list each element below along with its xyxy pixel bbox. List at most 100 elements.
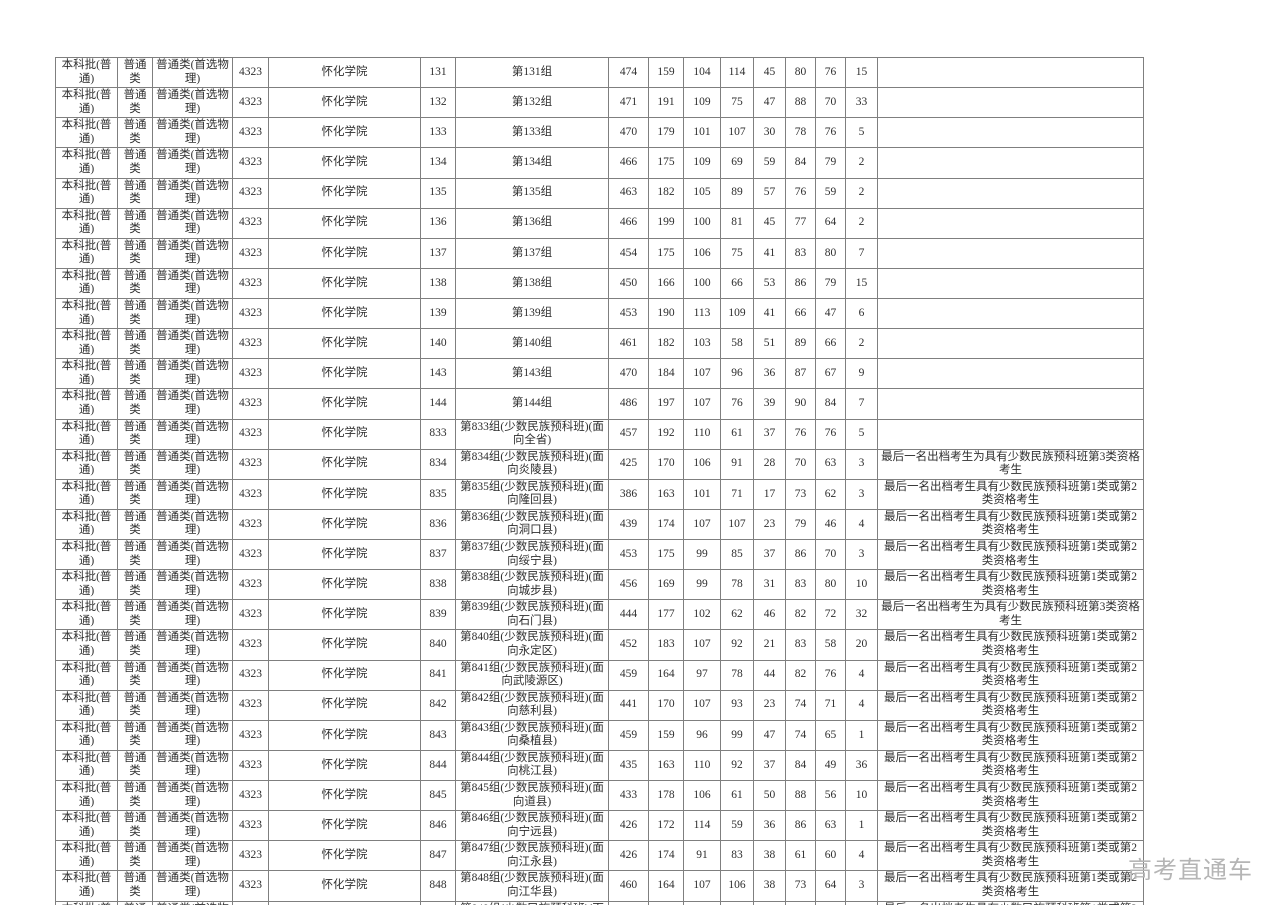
cell-note bbox=[877, 147, 1144, 179]
cell-college-name: 怀化学院 bbox=[268, 508, 421, 541]
cell-value-2: 184 bbox=[648, 358, 684, 390]
cell-subcategory: 普通类(首选物理) bbox=[152, 56, 233, 89]
table-row: 本科批(普通) 普通类 普通类(首选物理) 4323 怀化学院 138 第138组 450 16… bbox=[55, 267, 1144, 300]
cell-value-2: 190 bbox=[648, 297, 684, 330]
cell-note: 最后一名出档考生具有少数民族预科班第1类或第2类资格考生 bbox=[877, 569, 1144, 601]
cell-note bbox=[877, 87, 1144, 119]
cell-value-5: 28 bbox=[753, 448, 786, 480]
cell-value-8: 4 bbox=[845, 659, 878, 691]
cell-value-4: 78 bbox=[720, 569, 754, 601]
cell-value-8: 15 bbox=[845, 267, 878, 300]
cell-batch: 本科批(普通) bbox=[55, 538, 118, 571]
cell-value-4: 76 bbox=[720, 388, 754, 420]
cell-value-8: 3 bbox=[845, 478, 878, 510]
cell-category: 普通类 bbox=[117, 448, 153, 480]
cell-value-8: 3 bbox=[845, 448, 878, 480]
cell-college-name: 怀化学院 bbox=[268, 358, 421, 390]
cell-value-3: 107 bbox=[683, 508, 721, 541]
cell-subcategory: 普通类(首选物理) bbox=[152, 870, 233, 902]
cell-value-5: 44 bbox=[753, 659, 786, 691]
cell-group-name: 第144组 bbox=[455, 388, 609, 420]
cell-college-name: 怀化学院 bbox=[268, 900, 421, 905]
cell-subcategory: 普通类(首选物理) bbox=[152, 418, 233, 450]
cell-value-7: 63 bbox=[815, 810, 846, 842]
table-row: 本科批(普通) 普通类 普通类(首选物理) 4323 怀化学院 135 第135组 463 18… bbox=[55, 177, 1144, 209]
cell-batch: 本科批(普通) bbox=[55, 840, 118, 872]
table-row: 本科批(普通) 普通类 普通类(首选物理) 4323 怀化学院 136 第136组 466 19… bbox=[55, 207, 1144, 239]
cell-note: 最后一名出档考生具有少数民族预科班第1类或第2类资格考生 bbox=[877, 719, 1144, 751]
cell-category: 普通类 bbox=[117, 388, 153, 420]
table-row: 本科批(普通)普通类普通类(首选物理)4323怀化学院849第849组(少数民族… bbox=[55, 900, 1144, 905]
cell-value-7: 56 bbox=[815, 779, 846, 812]
cell-value-6: 83 bbox=[785, 237, 816, 269]
cell-value-1: 426 bbox=[608, 840, 649, 872]
cell-value-7: 66 bbox=[815, 328, 846, 360]
cell-college-name: 怀化学院 bbox=[268, 418, 421, 450]
cell-batch: 本科批(普通) bbox=[55, 117, 118, 149]
cell-value-3: 106 bbox=[683, 779, 721, 812]
cell-subcategory: 普通类(首选物理) bbox=[152, 358, 233, 390]
cell-college-code: 4323 bbox=[232, 719, 269, 751]
cell-value-6: 74 bbox=[785, 689, 816, 721]
cell-value-8: 3 bbox=[845, 870, 878, 902]
cell-batch: 本科批(普通) bbox=[55, 779, 118, 812]
cell-subcategory: 普通类(首选物理) bbox=[152, 448, 233, 480]
cell-value-7: 79 bbox=[815, 267, 846, 300]
cell-value-7: 65 bbox=[815, 719, 846, 751]
cell-college-code: 4323 bbox=[232, 117, 269, 149]
cell-value-1: 474 bbox=[608, 56, 649, 89]
cell-value-4: 59 bbox=[720, 810, 754, 842]
cell-college-name: 怀化学院 bbox=[268, 388, 421, 420]
cell-category: 普通类 bbox=[117, 870, 153, 902]
cell-group-name: 第138组 bbox=[455, 267, 609, 300]
cell-value-3: 102 bbox=[683, 599, 721, 631]
cell-college-code: 4323 bbox=[232, 207, 269, 239]
cell-value-7: 80 bbox=[815, 569, 846, 601]
cell-batch: 本科批(普通) bbox=[55, 418, 118, 450]
cell-value-4: 83 bbox=[720, 840, 754, 872]
cell-value-6: 66 bbox=[785, 297, 816, 330]
table-row: 本科批(普通) 普通类 普通类(首选物理) 4323 怀化学院 838 第838组(少数民族… bbox=[55, 569, 1144, 601]
cell-value-2: 174 bbox=[648, 840, 684, 872]
cell-batch: 本科批(普通) bbox=[55, 689, 118, 721]
cell-college-name: 怀化学院 bbox=[268, 147, 421, 179]
cell-college-code: 4323 bbox=[232, 569, 269, 601]
cell-batch: 本科批(普通) bbox=[55, 177, 118, 209]
cell-college-code: 4323 bbox=[232, 749, 269, 782]
cell-subcategory: 普通类(首选物理) bbox=[152, 207, 233, 239]
cell-value-4: 62 bbox=[720, 599, 754, 631]
cell-subcategory: 普通类(首选物理) bbox=[152, 569, 233, 601]
cell-group-no: 845 bbox=[420, 779, 456, 812]
cell-category: 普通类 bbox=[117, 177, 153, 209]
cell-college-code: 4323 bbox=[232, 418, 269, 450]
cell-value-5: 36 bbox=[753, 810, 786, 842]
cell-value-6: 73 bbox=[785, 478, 816, 510]
cell-value-4: 114 bbox=[720, 56, 754, 89]
cell-value-8: 4 bbox=[845, 689, 878, 721]
cell-value-6: 83 bbox=[785, 569, 816, 601]
table-row: 本科批(普通) 普通类 普通类(首选物理) 4323 怀化学院 847 第847组(少数民族… bbox=[55, 840, 1144, 872]
cell-category: 普通类 bbox=[117, 358, 153, 390]
cell-value-3: 91 bbox=[683, 840, 721, 872]
cell-value-7: 70 bbox=[815, 538, 846, 571]
cell-value-8: 4 bbox=[845, 508, 878, 541]
cell-value-3: 107 bbox=[683, 870, 721, 902]
cell-value-1: 426 bbox=[608, 810, 649, 842]
cell-value-7: 62 bbox=[815, 478, 846, 510]
cell-value-6: 67 bbox=[785, 900, 816, 905]
cell-group-name: 第847组(少数民族预科班)(面向江永县) bbox=[455, 840, 609, 872]
cell-subcategory: 普通类(首选物理) bbox=[152, 659, 233, 691]
cell-category: 普通类 bbox=[117, 719, 153, 751]
cell-college-name: 怀化学院 bbox=[268, 569, 421, 601]
cell-value-6: 88 bbox=[785, 87, 816, 119]
cell-value-7: 84 bbox=[815, 388, 846, 420]
cell-note bbox=[877, 297, 1144, 330]
table-row: 本科批(普通) 普通类 普通类(首选物理) 4323 怀化学院 139 第139组 453 19… bbox=[55, 297, 1144, 330]
cell-batch: 本科批(普通) bbox=[55, 56, 118, 89]
cell-value-7: 76 bbox=[815, 659, 846, 691]
cell-value-6: 82 bbox=[785, 599, 816, 631]
cell-value-1: 453 bbox=[608, 297, 649, 330]
table-row: 本科批(普通) 普通类 普通类(首选物理) 4323 怀化学院 845 第845组(少数民族… bbox=[55, 779, 1144, 812]
cell-value-5: 41 bbox=[753, 237, 786, 269]
